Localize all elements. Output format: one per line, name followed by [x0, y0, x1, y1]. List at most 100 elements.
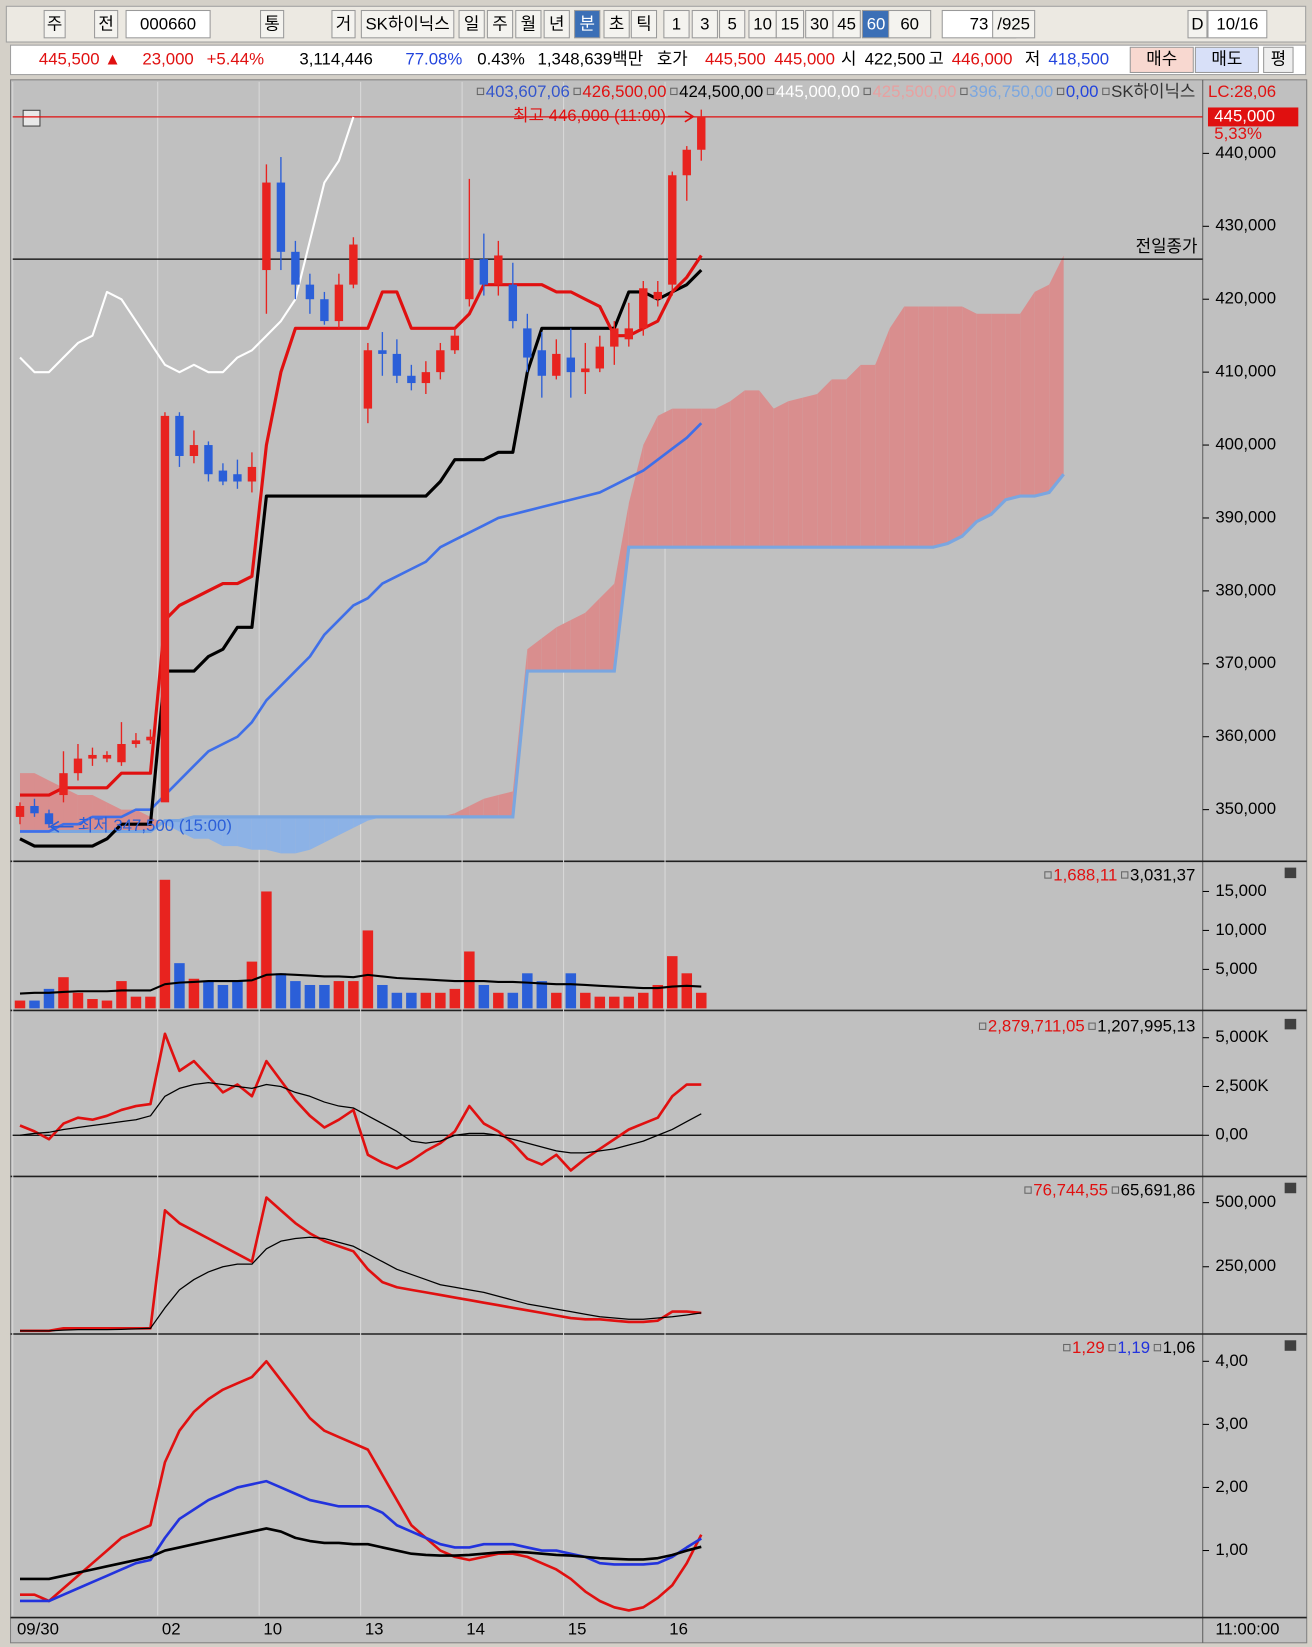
toolbar-button[interactable]	[992, 9, 1036, 39]
cloud-segment	[208, 816, 223, 847]
cloud-segment	[773, 401, 789, 548]
panel-close[interactable]	[1284, 1340, 1297, 1351]
candle-body	[479, 259, 489, 285]
toolbar-button[interactable]	[832, 9, 861, 39]
candle-body	[450, 335, 460, 351]
cloud-segment	[599, 583, 615, 672]
toolbar-button[interactable]	[574, 9, 601, 39]
y-tick-label: 5,000	[1215, 959, 1257, 978]
toolbar-button[interactable]	[719, 9, 746, 39]
toolbar-button[interactable]	[260, 9, 285, 39]
cloud-segment	[1034, 284, 1050, 497]
toolbar-button[interactable]	[43, 9, 66, 39]
quote-field: 445,000	[774, 49, 835, 68]
panel-close[interactable]	[1284, 1182, 1297, 1194]
volume-bar	[667, 956, 678, 1009]
volume-bar	[14, 1000, 26, 1009]
y-tick-label: 440,000	[1215, 143, 1276, 162]
y-tick-label: 350,000	[1215, 799, 1276, 818]
cloud-segment	[570, 612, 586, 672]
quote-bar	[10, 44, 1307, 76]
cloud-segment	[1049, 255, 1064, 493]
y-tick-label: 10,000	[1215, 920, 1266, 939]
cloud-segment	[324, 816, 339, 843]
volume-bar	[275, 973, 287, 1009]
cloud-segment	[686, 408, 702, 548]
toolbar-button[interactable]	[861, 9, 891, 39]
cloud-segment	[63, 787, 78, 832]
quote-field: 445,500 ▲	[39, 49, 121, 68]
legend-marker	[960, 87, 968, 96]
toolbar-button[interactable]	[94, 9, 119, 39]
candle-body	[581, 368, 590, 373]
change-label: 5,33%	[1214, 124, 1262, 143]
toolbar-button[interactable]	[888, 9, 932, 39]
toolbar-button[interactable]	[691, 9, 718, 39]
cloud-segment	[295, 816, 310, 854]
toolbar-button[interactable]	[663, 9, 690, 39]
cloud-segment	[541, 627, 557, 672]
legend-marker	[1063, 1343, 1071, 1352]
toolbar-button[interactable]	[543, 9, 570, 39]
toolbar-button[interactable]	[603, 9, 630, 39]
toolbar-button[interactable]	[360, 9, 455, 39]
volume-bar	[652, 984, 664, 1009]
toolbar-label: 5	[727, 15, 736, 34]
cloud-segment	[527, 638, 542, 672]
volume-bar	[72, 992, 84, 1009]
legend-value: 426,500,00	[582, 82, 666, 101]
candle-body	[15, 805, 25, 817]
toolbar-button[interactable]	[515, 9, 542, 39]
cloud-segment	[918, 306, 934, 548]
candle-body	[305, 284, 315, 300]
y-tick-label: 380,000	[1215, 580, 1276, 599]
volume-bar	[116, 981, 127, 1009]
y-tick-label: 0,00	[1215, 1125, 1248, 1144]
toolbar-button[interactable]	[1187, 9, 1208, 39]
candle-body	[407, 375, 416, 384]
volume-bar	[609, 996, 620, 1009]
toolbar-button[interactable]	[125, 9, 211, 39]
legend-marker	[863, 87, 871, 96]
order-button[interactable]	[1194, 46, 1259, 74]
candle-body	[334, 284, 344, 322]
toolbar-button[interactable]	[630, 9, 658, 39]
toolbar-button[interactable]	[775, 9, 805, 39]
price-plot	[12, 109, 1203, 854]
toolbar-button[interactable]	[1207, 9, 1268, 39]
toolbar-button[interactable]	[486, 9, 514, 39]
cloud-segment	[817, 379, 832, 548]
legend-value: 1,29	[1072, 1338, 1105, 1357]
y-tick-label: 400,000	[1215, 434, 1276, 453]
toolbar-button[interactable]	[458, 9, 485, 39]
candle-body	[88, 754, 97, 759]
volume-bar	[159, 879, 171, 1009]
cloud-segment	[469, 798, 484, 817]
cloud-segment	[135, 809, 151, 832]
cloud-segment	[672, 408, 687, 548]
legend-value: 403,607,06	[486, 82, 570, 101]
toolbar-label: 분	[579, 15, 594, 34]
panel-close[interactable]	[1284, 1018, 1297, 1030]
toolbar-button[interactable]	[331, 9, 356, 39]
candle-body	[523, 328, 532, 358]
order-button[interactable]	[1263, 46, 1294, 74]
volume-bar	[406, 992, 417, 1009]
candle-body	[349, 244, 358, 285]
candle-body	[653, 291, 662, 300]
cloud-segment	[904, 306, 919, 548]
panel-icon[interactable]	[22, 109, 41, 127]
indicator-line	[19, 1359, 703, 1612]
toolbar-button[interactable]	[748, 9, 777, 39]
y-tick-label: 2,500K	[1215, 1076, 1269, 1095]
cloud-segment	[846, 364, 861, 548]
volume-bar	[464, 951, 475, 1009]
volume-bar	[638, 992, 649, 1009]
candle-body	[595, 346, 605, 369]
candle-body	[131, 740, 141, 745]
panel-close[interactable]	[1284, 867, 1297, 879]
toolbar-label: SK하이닉스	[365, 15, 449, 34]
legend-marker	[573, 87, 581, 96]
order-button[interactable]	[1129, 46, 1194, 74]
